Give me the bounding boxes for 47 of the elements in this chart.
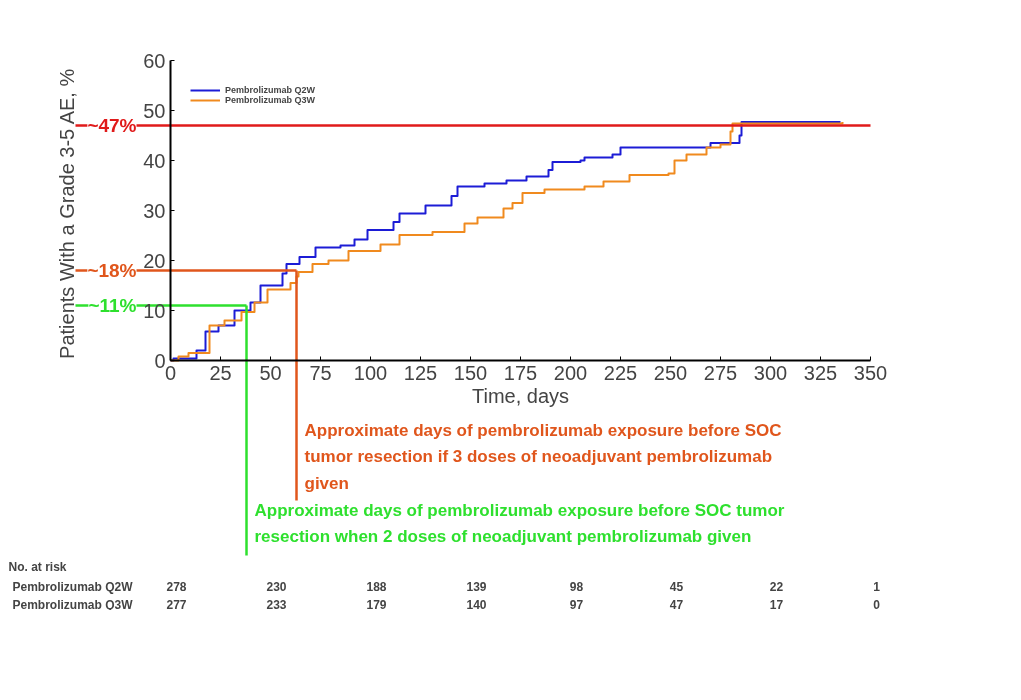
- ref-line-label: ~47%: [87, 115, 137, 136]
- text: 230: [266, 580, 287, 594]
- x-tick-label: 250: [653, 361, 688, 384]
- ref-line-label: Approximate days of pembrolizumab exposure before SOC tumor resection when 2 doses of neoadjuvant pembrolizumab given: [254, 500, 785, 547]
- x-tick-label: 275: [703, 361, 738, 384]
- text: 139: [466, 580, 487, 594]
- text: 17: [769, 598, 784, 612]
- x-tick-label: 300: [753, 361, 788, 384]
- text: 233: [266, 598, 287, 612]
- text: No. at risk: [8, 559, 67, 574]
- text: 0: [873, 598, 881, 612]
- text: 22: [769, 580, 784, 594]
- y-tick-label: 20: [143, 249, 166, 272]
- legend-label: Pembrolizumab Q2W: [225, 85, 316, 95]
- text: 140: [466, 598, 487, 612]
- x-tick-label: 200: [553, 361, 588, 384]
- x-tick-label: 100: [353, 361, 388, 384]
- text: 45: [669, 580, 684, 594]
- text: Pembrolizumab Q2W: [12, 579, 133, 594]
- ref-line-label: ~11%: [88, 295, 137, 316]
- y-tick-label: 60: [143, 49, 166, 72]
- legend-label: Pembrolizumab Q3W: [225, 95, 316, 105]
- text: 179: [366, 598, 387, 612]
- text: Pembrolizumab Q3W: [12, 597, 133, 612]
- text: 277: [166, 598, 187, 612]
- text: 188: [366, 580, 387, 594]
- x-tick-label: 75: [309, 361, 332, 384]
- y-tick-label: 30: [143, 199, 166, 222]
- y-axis-title: Patients With a Grade 3-5 AE, %: [56, 68, 79, 359]
- x-tick-label: 150: [453, 361, 488, 384]
- x-tick-label: 225: [603, 361, 638, 384]
- x-tick-label: 325: [803, 361, 838, 384]
- text: 98: [569, 580, 584, 594]
- text: 97: [569, 598, 584, 612]
- x-tick-label: 25: [209, 361, 232, 384]
- x-tick-label: 125: [403, 361, 438, 384]
- text: 1: [873, 580, 881, 594]
- y-tick-label: 50: [143, 99, 166, 122]
- x-tick-label: 350: [853, 361, 888, 384]
- ref-line-label: Approximate days of pembrolizumab exposure before SOC tumor resection if 3 doses of neoadjuvant pembrolizumab given: [304, 420, 782, 493]
- y-tick-label: 40: [143, 149, 166, 172]
- x-tick-label: 175: [503, 361, 538, 384]
- ref-line-label: ~18%: [87, 260, 137, 281]
- text: 278: [166, 580, 187, 594]
- x-axis-title: Time, days: [471, 384, 570, 407]
- text: 47: [669, 598, 684, 612]
- x-tick-label: 50: [259, 361, 282, 384]
